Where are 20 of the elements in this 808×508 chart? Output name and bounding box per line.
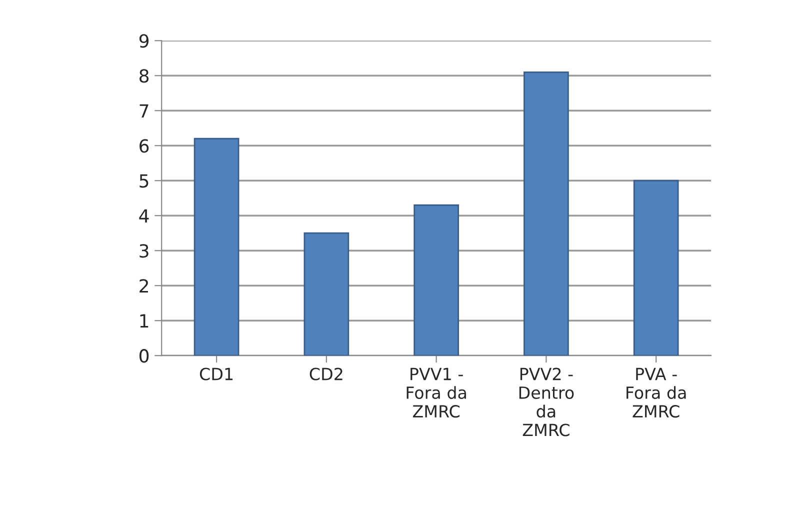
y-tick-label: 1: [140, 314, 148, 328]
x-tick-label: PVV1 - Fora da ZMRC: [406, 368, 466, 418]
y-tick-label: 8: [140, 69, 149, 83]
y-tick-label: 5: [140, 174, 148, 188]
y-tick-label: 0: [139, 349, 149, 363]
y-tick-label: 6: [140, 139, 149, 153]
y-tick-label: 4: [139, 209, 149, 222]
bar: [194, 138, 240, 356]
y-tick-label: 7: [140, 104, 148, 118]
y-tick-label: 9: [139, 34, 149, 48]
x-tick-label: CD1: [200, 368, 233, 380]
y-tick-label: 2: [140, 279, 148, 292]
bar: [304, 232, 350, 356]
x-tick-label: CD2: [310, 368, 342, 380]
x-tick-label: PVV2 - Dentro da ZMRC: [519, 368, 574, 436]
bar: [524, 71, 569, 356]
x-tick-label: PVA - Fora da ZMRC: [626, 368, 686, 418]
bar: [414, 204, 459, 356]
y-tick-label: 3: [140, 244, 148, 258]
bar: [633, 180, 679, 356]
